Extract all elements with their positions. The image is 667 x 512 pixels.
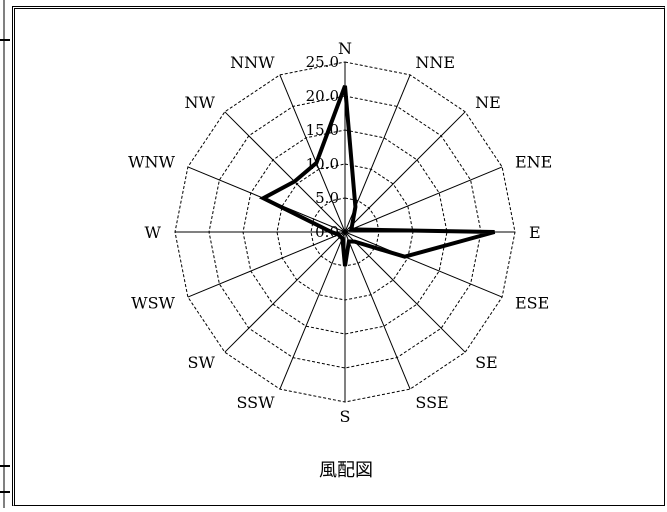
r-tick-label: 5.0 xyxy=(315,189,339,207)
direction-label-nnw: NNW xyxy=(230,53,275,72)
series xyxy=(263,86,494,266)
spoke-sw xyxy=(225,232,345,352)
spoke-ne xyxy=(345,112,465,232)
direction-label-s: S xyxy=(340,407,351,426)
direction-label-ne: NE xyxy=(475,93,501,112)
direction-label-se: SE xyxy=(475,353,498,372)
spoke-ese xyxy=(345,232,502,297)
direction-label-wnw: WNW xyxy=(128,153,175,172)
direction-label-n: N xyxy=(338,39,352,58)
series-line xyxy=(263,86,494,266)
spoke-se xyxy=(345,232,465,352)
direction-label-e: E xyxy=(529,223,541,242)
spoke-ssw xyxy=(280,232,345,389)
spoke-ene xyxy=(345,167,502,232)
r-tick-label: 15.0 xyxy=(306,121,339,139)
direction-label-ssw: SSW xyxy=(237,393,276,412)
direction-label-w: W xyxy=(145,223,162,242)
direction-label-sw: SW xyxy=(187,353,215,372)
direction-label-nw: NW xyxy=(184,93,215,112)
chart-title: 風配図 xyxy=(319,460,373,481)
direction-label-nne: NNE xyxy=(415,53,455,72)
direction-label-sse: SSE xyxy=(415,393,448,412)
direction-label-ene: ENE xyxy=(515,153,552,172)
r-tick-label: 25.0 xyxy=(306,53,339,71)
direction-label-wsw: WSW xyxy=(131,293,175,312)
r-tick-label: 20.0 xyxy=(306,87,339,105)
spoke-wsw xyxy=(188,232,345,297)
direction-label-ese: ESE xyxy=(515,293,549,312)
